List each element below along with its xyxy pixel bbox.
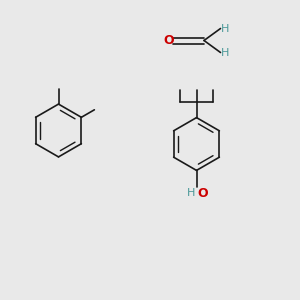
Text: H: H xyxy=(187,188,195,199)
Text: H: H xyxy=(221,47,230,58)
Text: O: O xyxy=(197,187,208,200)
Text: H: H xyxy=(221,23,230,34)
Text: O: O xyxy=(164,34,174,47)
